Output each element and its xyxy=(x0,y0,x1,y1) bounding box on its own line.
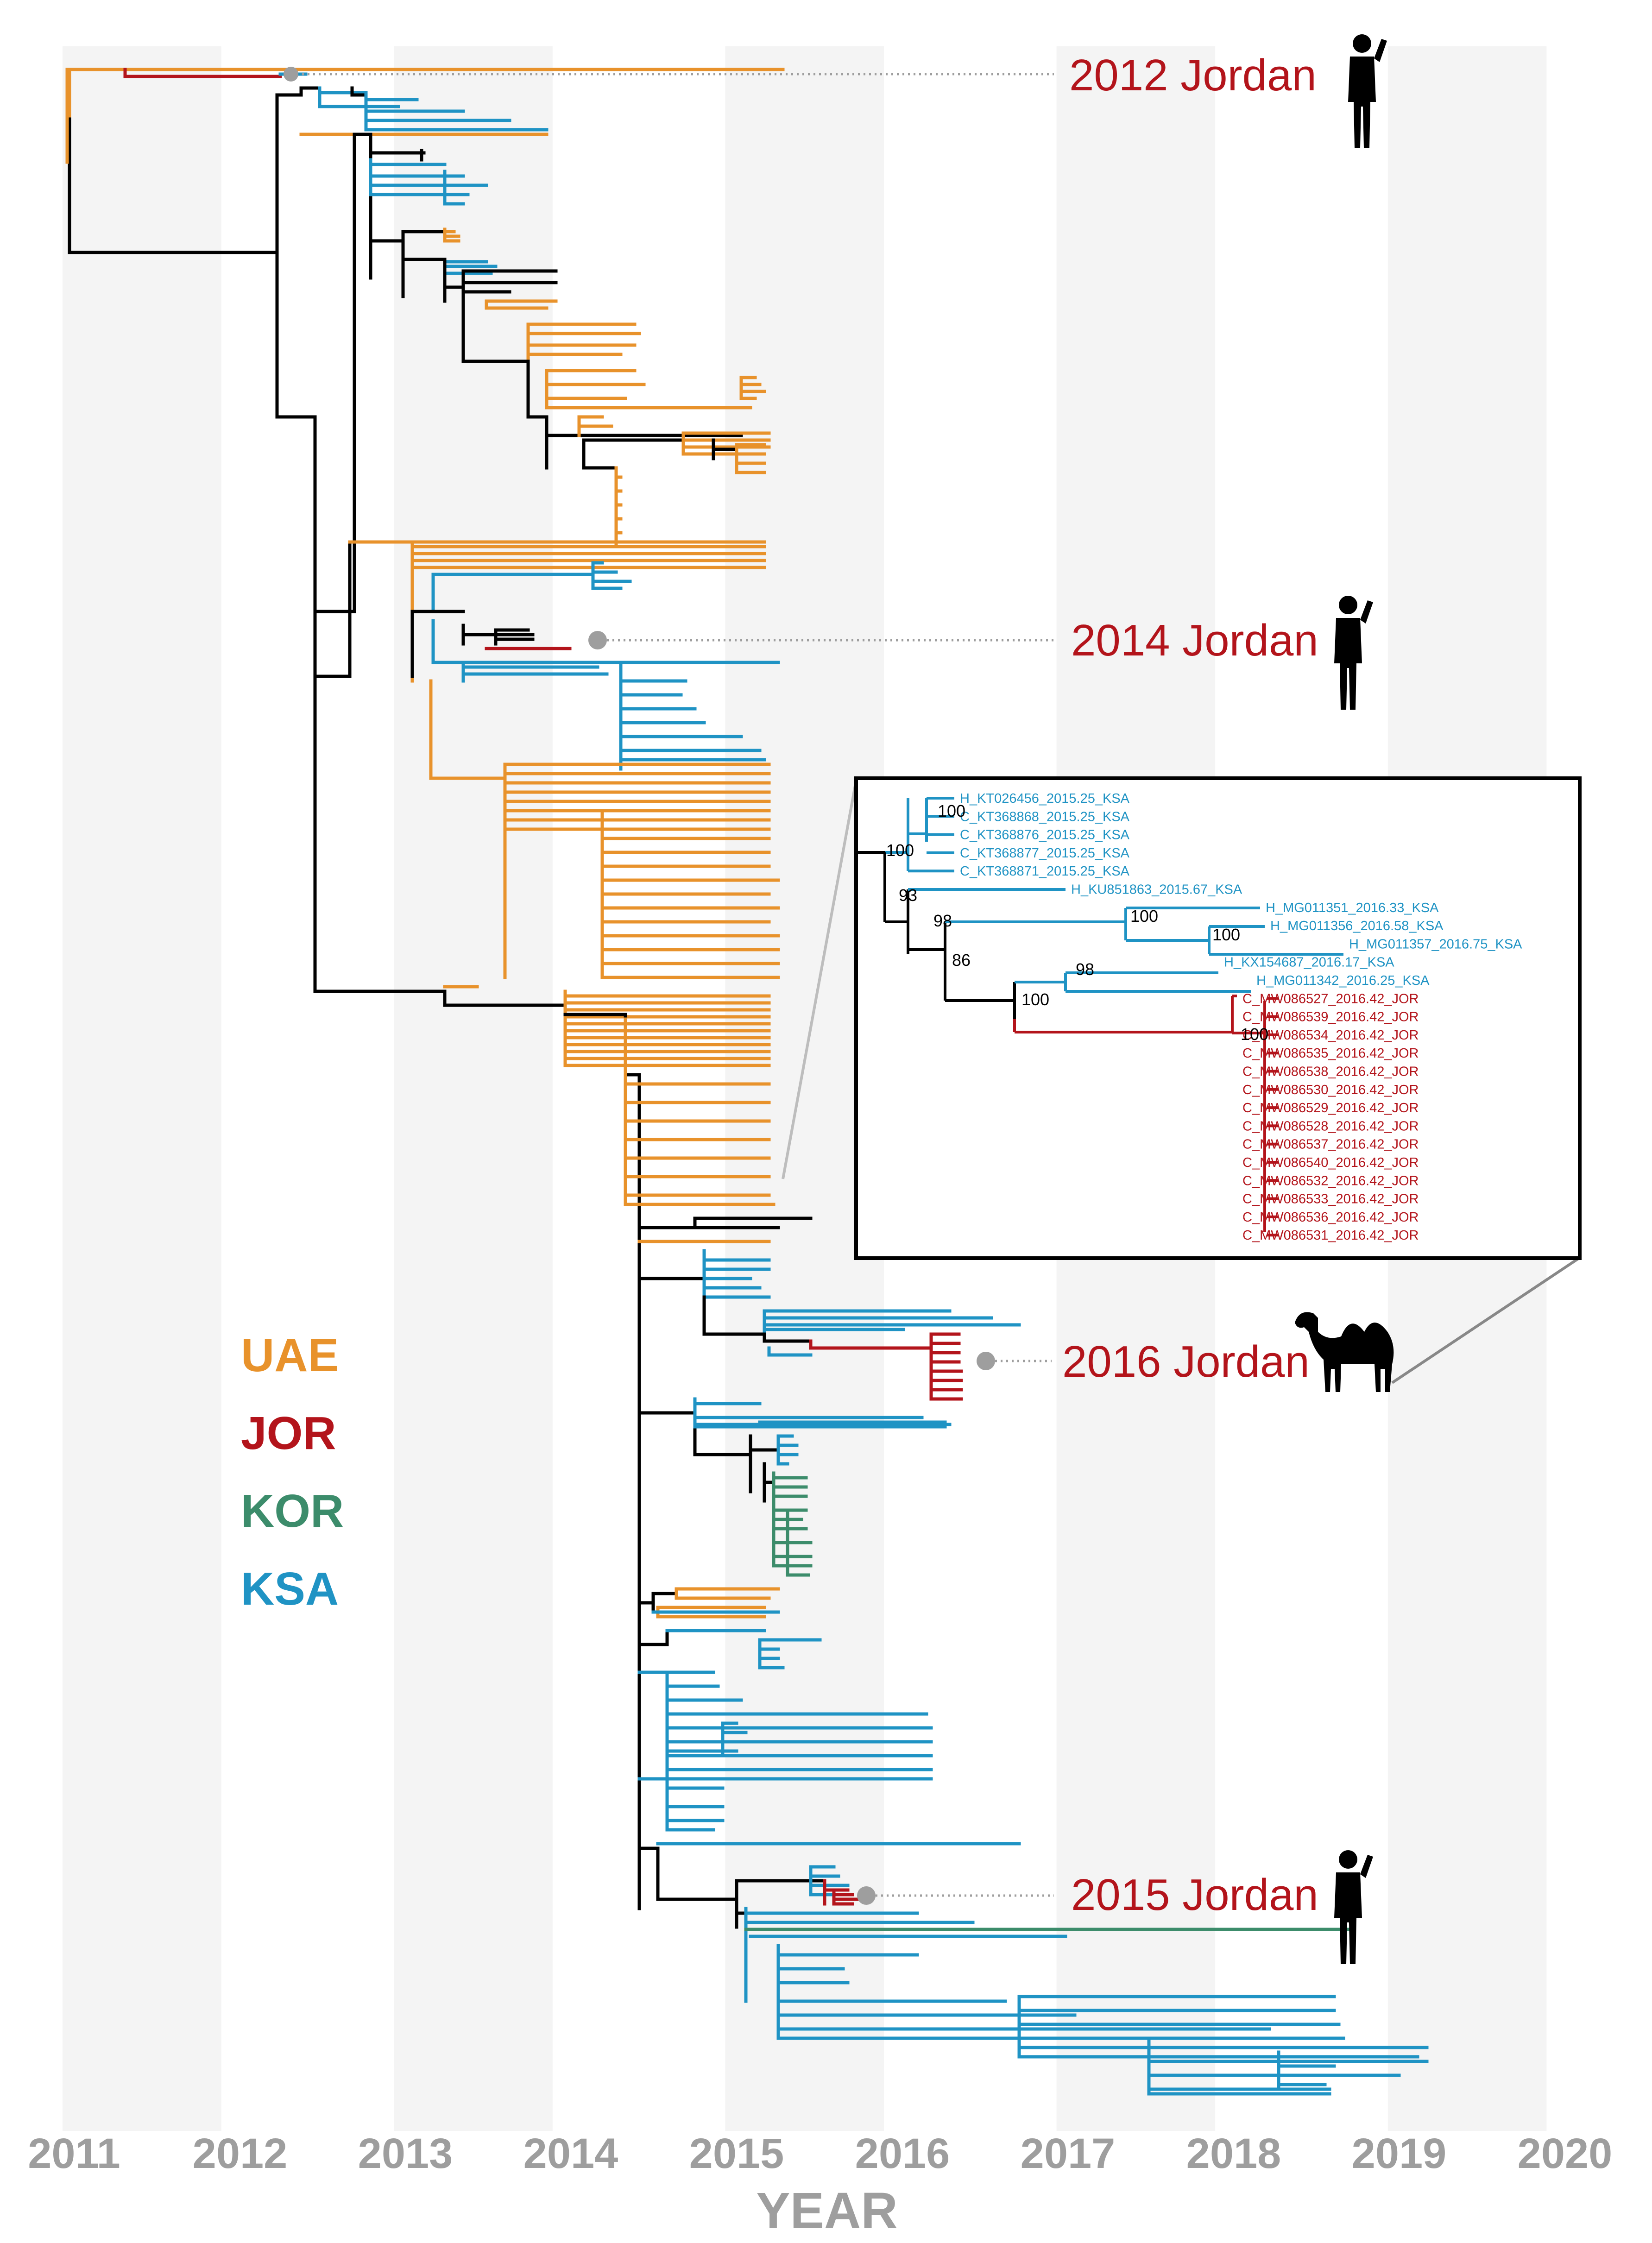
inset-leaf-label: C_MW086536_2016.42_JOR xyxy=(1242,1210,1419,1225)
inset-panel: H_KT026456_2015.25_KSA C_KT368868_2015.25… xyxy=(854,776,1582,1260)
callouts: 2012 Jordan 2014 Jordan 2016 Jordan xyxy=(284,34,1394,1964)
support-value: 100 xyxy=(886,841,914,860)
callout-2014: 2014 Jordan xyxy=(588,596,1373,710)
year-tick-label: 2013 xyxy=(358,2130,453,2177)
inset-leaf-label: C_MW086531_2016.42_JOR xyxy=(1242,1228,1419,1243)
inset-leaf-label: C_MW086529_2016.42_JOR xyxy=(1242,1101,1419,1115)
callout-label: 2015 Jordan xyxy=(1071,1870,1318,1920)
year-axis: 2011 2012 2013 2014 2015 2016 2017 2018 … xyxy=(28,2130,1612,2239)
inset-leaf-label: H_KT026456_2015.25_KSA xyxy=(960,791,1130,806)
year-tick-label: 2020 xyxy=(1518,2130,1613,2177)
inset-leaf-label: H_MG011342_2016.25_KSA xyxy=(1256,973,1430,988)
year-tick-label: 2011 xyxy=(28,2130,120,2177)
inset-leaf-label: C_MW086535_2016.42_JOR xyxy=(1242,1046,1419,1061)
support-value: 100 xyxy=(1212,925,1240,944)
support-value: 98 xyxy=(1076,960,1094,979)
axis-title: YEAR xyxy=(756,2182,898,2239)
inset-leaf-label: C_MW086532_2016.42_JOR xyxy=(1242,1173,1419,1188)
legend-jor: JOR xyxy=(241,1407,336,1459)
inset-zoom-connector xyxy=(782,780,1581,1384)
human-icon xyxy=(1348,34,1387,148)
year-tick-label: 2018 xyxy=(1186,2130,1281,2177)
support-value: 100 xyxy=(1021,990,1049,1009)
callout-dot xyxy=(977,1352,995,1370)
inset-leaf-label: C_KT368868_2015.25_KSA xyxy=(960,809,1130,824)
callout-2016: 2016 Jordan xyxy=(977,1312,1394,1392)
year-band xyxy=(394,46,553,2131)
inset-leaf-label: H_KX154687_2016.17_KSA xyxy=(1224,955,1394,970)
support-value: 100 xyxy=(1241,1025,1268,1044)
year-tick-label: 2014 xyxy=(523,2130,618,2177)
inset-leaf-label: C_MW086527_2016.42_JOR xyxy=(1242,991,1419,1006)
inset-leaf-label: C_MW086540_2016.42_JOR xyxy=(1242,1155,1419,1170)
inset-leaf-label: C_KT368876_2015.25_KSA xyxy=(960,828,1130,843)
inset-leaf-label: C_MW086534_2016.42_JOR xyxy=(1242,1028,1419,1043)
legend-ksa: KSA xyxy=(241,1563,339,1615)
year-tick-label: 2012 xyxy=(193,2130,288,2177)
legend-uae: UAE xyxy=(241,1329,339,1381)
tree-branches xyxy=(65,68,1429,2096)
inset-leaf-label: C_KT368877_2015.25_KSA xyxy=(960,846,1130,861)
support-value: 100 xyxy=(938,801,965,820)
callout-2012: 2012 Jordan xyxy=(284,34,1387,148)
callout-dot xyxy=(857,1886,876,1905)
inset-leaf-label: H_MG011357_2016.75_KSA xyxy=(1349,937,1522,951)
inset-leaf-label: C_MW086538_2016.42_JOR xyxy=(1242,1065,1419,1079)
year-band xyxy=(63,46,221,2131)
callout-2015: 2015 Jordan xyxy=(857,1850,1373,1964)
support-value: 98 xyxy=(933,911,952,930)
support-value: 86 xyxy=(952,951,971,970)
inset-leaf-label: C_MW086528_2016.42_JOR xyxy=(1242,1119,1419,1134)
inset-leaf-label: H_KU851863_2015.67_KSA xyxy=(1071,882,1242,897)
year-tick-label: 2016 xyxy=(855,2130,950,2177)
inset-leaf-label: C_MW086537_2016.42_JOR xyxy=(1242,1137,1419,1152)
legend: UAE JOR KOR KSA xyxy=(241,1329,344,1615)
inset-leaf-label: C_MW086533_2016.42_JOR xyxy=(1242,1192,1419,1207)
callout-label: 2014 Jordan xyxy=(1071,616,1318,665)
callout-dot xyxy=(588,631,607,649)
support-value: 93 xyxy=(899,886,917,905)
callout-label: 2016 Jordan xyxy=(1062,1337,1310,1386)
year-tick-label: 2019 xyxy=(1352,2130,1447,2177)
legend-kor: KOR xyxy=(241,1485,344,1537)
inset-leaf-label: C_KT368871_2015.25_KSA xyxy=(960,864,1130,879)
human-icon xyxy=(1334,596,1373,710)
inset-frame xyxy=(854,776,1582,1260)
callout-label: 2012 Jordan xyxy=(1069,50,1317,100)
year-tick-label: 2015 xyxy=(689,2130,784,2177)
year-tick-label: 2017 xyxy=(1021,2130,1116,2177)
human-icon xyxy=(1334,1850,1373,1964)
inset-leaf-label: C_MW086530_2016.42_JOR xyxy=(1242,1083,1419,1097)
inset-leaf-label: H_MG011351_2016.33_KSA xyxy=(1266,901,1439,915)
inset-leaf-label: C_MW086539_2016.42_JOR xyxy=(1242,1010,1419,1025)
camel-icon xyxy=(1295,1312,1394,1392)
inset-leaf-label: H_MG011356_2016.58_KSA xyxy=(1270,919,1444,933)
support-value: 100 xyxy=(1130,907,1158,926)
callout-dot xyxy=(284,67,298,82)
